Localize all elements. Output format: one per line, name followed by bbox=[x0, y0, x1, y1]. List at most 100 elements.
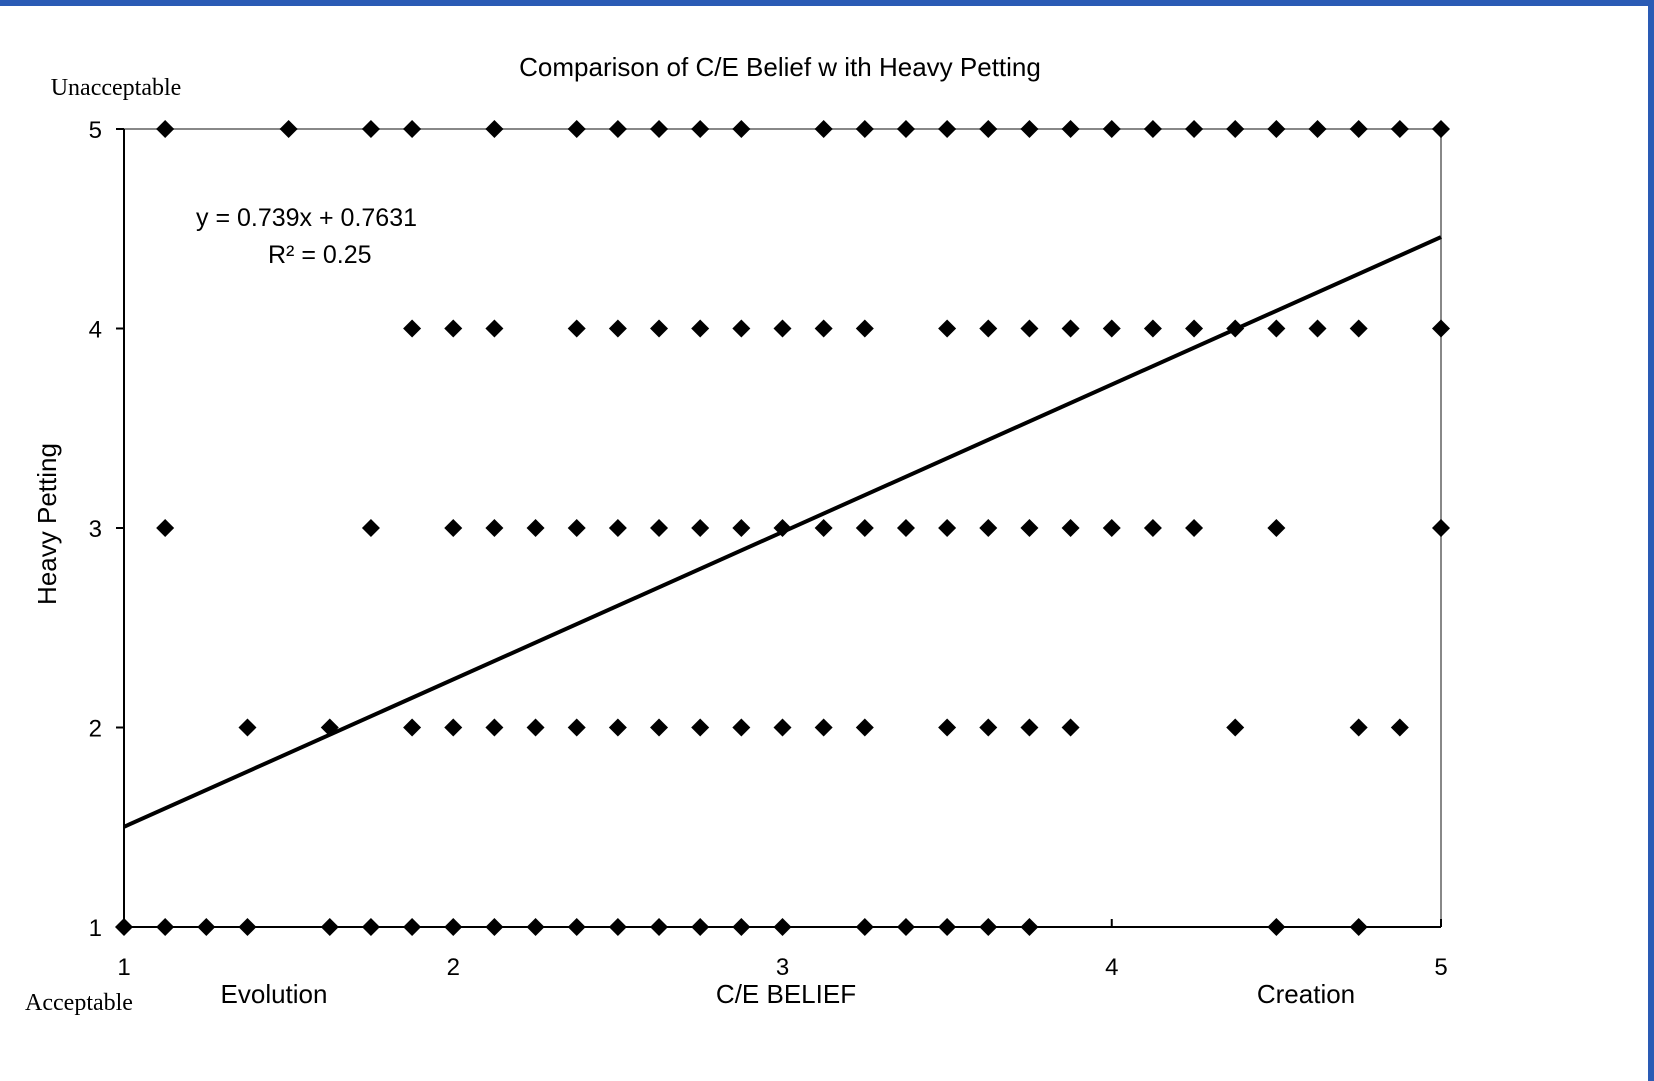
data-point-marker bbox=[444, 718, 463, 737]
data-point-marker bbox=[1143, 319, 1162, 338]
data-point-marker bbox=[403, 319, 422, 338]
data-point-marker bbox=[814, 519, 833, 537]
y-tick-label: 2 bbox=[89, 716, 102, 743]
data-point-marker bbox=[732, 319, 751, 338]
data-point-marker bbox=[1349, 120, 1368, 138]
data-point-marker bbox=[1226, 120, 1245, 138]
data-point-marker bbox=[732, 718, 751, 737]
data-point-marker bbox=[896, 120, 915, 138]
data-point-marker bbox=[608, 918, 627, 936]
data-point-marker bbox=[1061, 519, 1080, 537]
data-point-marker bbox=[979, 519, 998, 537]
data-point-marker bbox=[773, 319, 792, 338]
data-point-marker bbox=[1432, 519, 1450, 537]
data-point-marker bbox=[156, 120, 175, 138]
data-point-marker bbox=[1349, 718, 1368, 737]
data-point-marker bbox=[1267, 120, 1286, 138]
x-tick-label: 2 bbox=[447, 954, 460, 981]
scatter-chart: 1 2 3 4 5 1 2 3 4 5 Comparison of C/E Belief w i… bbox=[25, 52, 1450, 1016]
data-point-marker bbox=[526, 918, 545, 936]
chart-title: Comparison of C/E Belief w ith Heavy Pet… bbox=[519, 52, 1041, 82]
data-point-marker bbox=[1185, 319, 1204, 338]
data-point-marker bbox=[403, 918, 422, 936]
data-point-marker bbox=[938, 519, 957, 537]
data-point-marker bbox=[485, 718, 504, 737]
data-point-marker bbox=[1020, 918, 1039, 936]
y-high-label: Unacceptable bbox=[51, 75, 182, 101]
data-point-marker bbox=[1102, 519, 1121, 537]
data-point-marker bbox=[855, 718, 874, 737]
data-point-marker bbox=[1061, 319, 1080, 338]
data-point-marker bbox=[979, 918, 998, 936]
data-point-marker bbox=[773, 718, 792, 737]
data-point-marker bbox=[567, 718, 586, 737]
data-point-marker bbox=[1061, 120, 1080, 138]
data-point-marker bbox=[361, 918, 380, 936]
x-tick-label: 1 bbox=[117, 954, 130, 981]
data-point-marker bbox=[650, 718, 669, 737]
data-point-marker bbox=[567, 319, 586, 338]
data-point-marker bbox=[896, 918, 915, 936]
data-point-marker bbox=[1349, 319, 1368, 338]
data-point-marker bbox=[691, 319, 710, 338]
x-high-label: Creation bbox=[1257, 979, 1355, 1009]
data-point-marker bbox=[526, 718, 545, 737]
data-point-marker bbox=[979, 319, 998, 338]
x-tick-label: 4 bbox=[1105, 954, 1118, 981]
data-point-marker bbox=[814, 718, 833, 737]
data-point-marker bbox=[567, 120, 586, 138]
data-point-marker bbox=[1102, 120, 1121, 138]
chart-frame: 1 2 3 4 5 1 2 3 4 5 Comparison of C/E Belief w i… bbox=[0, 6, 1648, 1081]
data-point-marker bbox=[1390, 718, 1409, 737]
data-point-marker bbox=[691, 718, 710, 737]
data-point-marker bbox=[691, 918, 710, 936]
data-point-marker bbox=[361, 519, 380, 537]
data-point-marker bbox=[896, 519, 915, 537]
y-tick-group: 1 2 3 4 5 bbox=[89, 117, 124, 942]
x-low-label: Evolution bbox=[221, 979, 328, 1009]
data-point-marker bbox=[320, 918, 339, 936]
data-point-marker bbox=[526, 519, 545, 537]
r-squared-label: R² = 0.25 bbox=[268, 241, 372, 269]
data-point-marker bbox=[1185, 120, 1204, 138]
data-point-marker bbox=[238, 918, 257, 936]
data-point-marker bbox=[691, 519, 710, 537]
data-point-marker bbox=[608, 120, 627, 138]
data-point-marker bbox=[1390, 120, 1409, 138]
data-point-marker bbox=[979, 718, 998, 737]
data-point-marker bbox=[567, 918, 586, 936]
data-point-marker bbox=[1143, 120, 1162, 138]
data-point-marker bbox=[855, 120, 874, 138]
data-point-marker bbox=[444, 319, 463, 338]
data-point-marker bbox=[1020, 718, 1039, 737]
data-point-marker bbox=[1061, 718, 1080, 737]
y-tick-label: 3 bbox=[89, 516, 102, 543]
data-point-marker bbox=[1020, 519, 1039, 537]
data-point-marker bbox=[938, 718, 957, 737]
data-point-marker bbox=[156, 519, 175, 537]
data-points bbox=[115, 120, 1450, 936]
data-point-marker bbox=[1020, 319, 1039, 338]
data-point-marker bbox=[115, 918, 133, 936]
data-point-marker bbox=[1349, 918, 1368, 936]
y-tick-label: 5 bbox=[89, 117, 102, 144]
data-point-marker bbox=[444, 918, 463, 936]
data-point-marker bbox=[650, 519, 669, 537]
data-point-marker bbox=[1308, 319, 1327, 338]
data-point-marker bbox=[485, 918, 504, 936]
x-tick-label: 3 bbox=[776, 954, 789, 981]
data-point-marker bbox=[1432, 120, 1450, 138]
data-point-marker bbox=[485, 319, 504, 338]
y-low-label: Acceptable bbox=[25, 990, 133, 1016]
data-point-marker bbox=[197, 918, 216, 936]
data-point-marker bbox=[855, 918, 874, 936]
data-point-marker bbox=[979, 120, 998, 138]
data-point-marker bbox=[773, 918, 792, 936]
data-point-marker bbox=[855, 519, 874, 537]
data-point-marker bbox=[938, 120, 957, 138]
data-point-marker bbox=[156, 918, 175, 936]
data-point-marker bbox=[608, 519, 627, 537]
data-point-marker bbox=[403, 718, 422, 737]
data-point-marker bbox=[650, 918, 669, 936]
data-point-marker bbox=[1102, 319, 1121, 338]
